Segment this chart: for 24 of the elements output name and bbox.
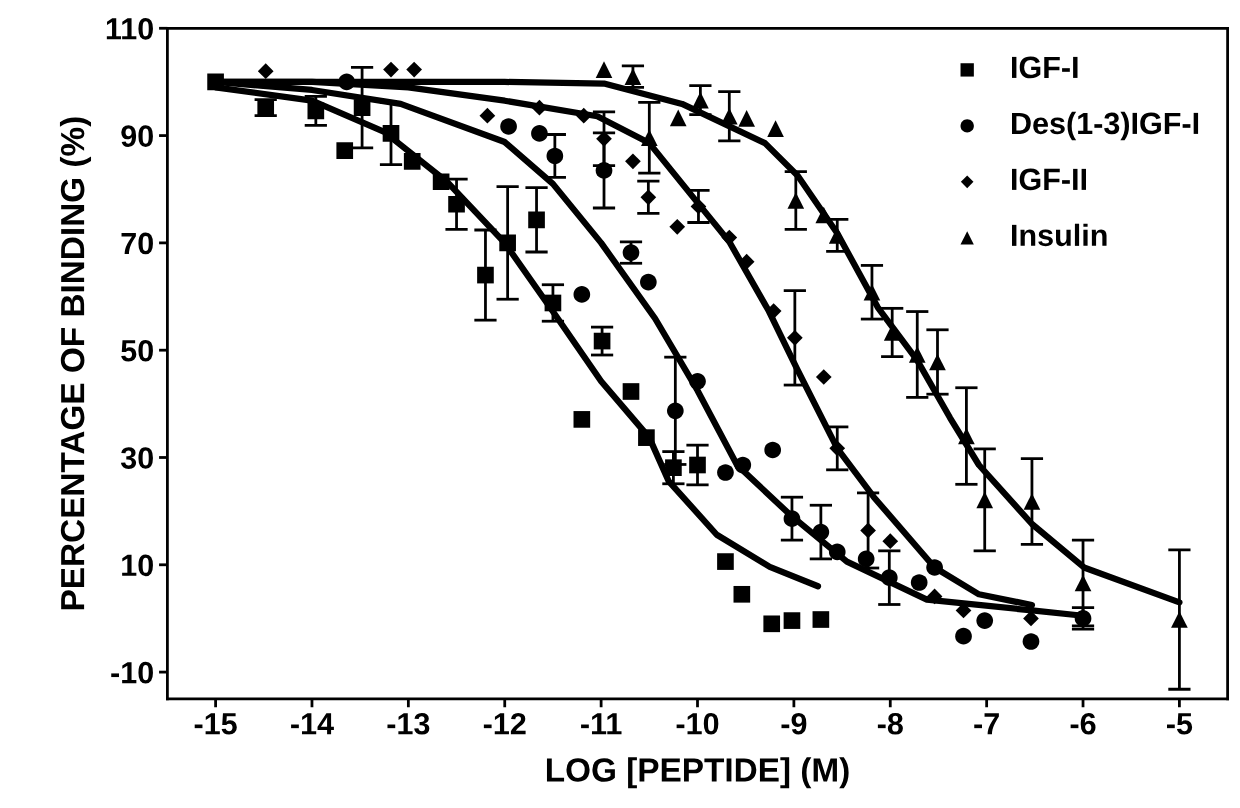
x-tick-label: -12 (483, 712, 526, 735)
x-tick-label: -15 (194, 713, 237, 735)
y-tick-label: -10 (111, 661, 153, 684)
y-tick-label: 110 (106, 18, 153, 40)
x-tick-label: -5 (1167, 713, 1193, 735)
legend-label: Insulin (1012, 223, 1107, 247)
legend-label: IGF-I (1012, 56, 1078, 79)
y-tick-label: 10 (122, 554, 153, 577)
x-tick-label: -11 (581, 713, 622, 735)
x-tick-label: -7 (974, 713, 999, 735)
x-axis-title: LOG [PEPTIDE] (M) (546, 757, 849, 789)
x-tick-label: -13 (387, 712, 430, 735)
x-tick-label: -14 (291, 713, 334, 735)
x-tick-label: -9 (781, 712, 807, 735)
y-tick-label: 50 (121, 339, 153, 362)
legend-label: IGF-II (1012, 168, 1086, 191)
legend-label: Des(1-3)IGF-I (1012, 111, 1199, 141)
x-tick-label: -8 (877, 712, 903, 735)
y-tick-label: 90 (121, 125, 153, 147)
y-tick-label: 70 (121, 232, 153, 255)
x-tick-label: -10 (676, 712, 719, 735)
y-tick-label: 30 (120, 447, 153, 469)
y-axis-title: PERCENTAGE OF BINDING (%) (59, 117, 92, 610)
x-tick-label: -6 (1070, 712, 1096, 735)
